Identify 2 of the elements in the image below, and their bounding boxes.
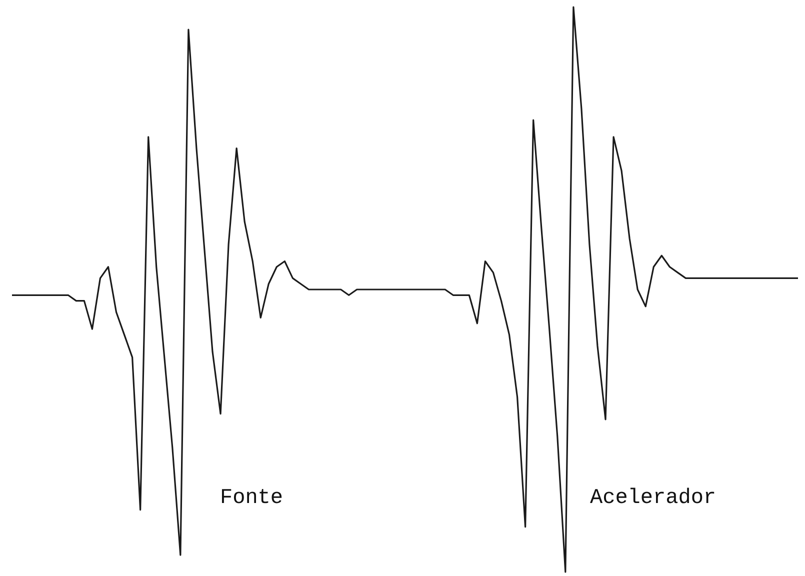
annotation: Acelerador xyxy=(590,487,716,510)
annotation: Fonte xyxy=(220,487,284,510)
